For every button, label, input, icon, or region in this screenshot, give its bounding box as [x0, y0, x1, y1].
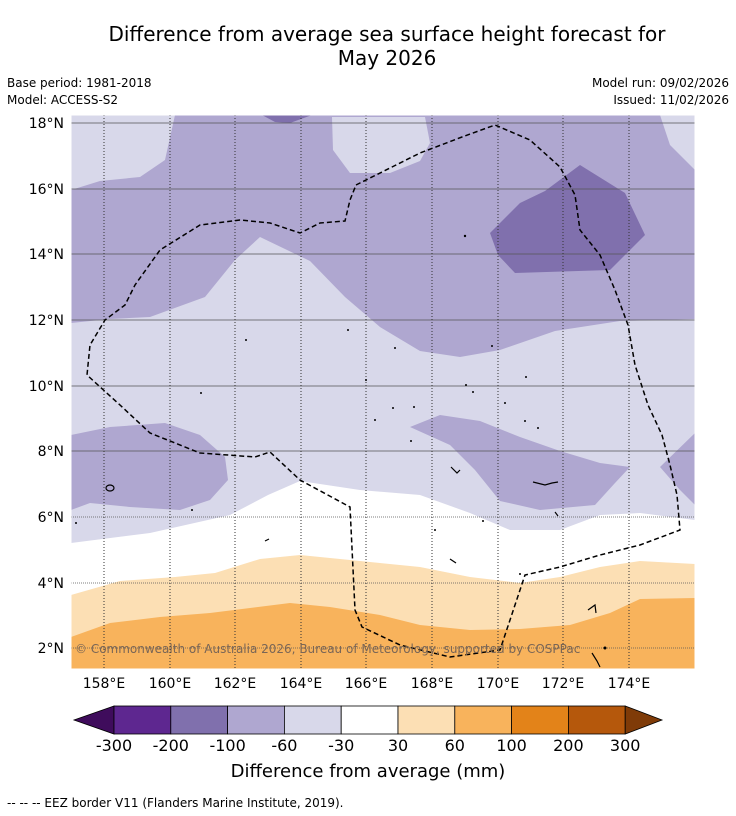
lon-label-166E: 166°E — [345, 676, 388, 692]
colorbar-swatch — [283, 705, 342, 735]
lon-label-162E: 162°E — [214, 676, 257, 692]
title-line-1: Difference from average sea surface heig… — [108, 22, 666, 46]
colorbar-arrow-high — [624, 705, 664, 735]
lon-label-164E: 164°E — [280, 676, 323, 692]
colorbar-swatch — [340, 705, 399, 735]
lat-label-16N: 16°N — [29, 182, 64, 198]
lon-label-168E: 168°E — [411, 676, 454, 692]
issued-date: Issued: 11/02/2026 — [613, 93, 729, 107]
longitude-labels: 158°E 160°E 162°E 164°E 166°E 168°E 170°… — [83, 676, 651, 692]
colorbar-swatches — [72, 705, 664, 735]
model-run: Model run: 09/02/2026 — [591, 76, 729, 90]
islands — [105, 466, 601, 668]
anomaly-field — [71, 115, 695, 669]
colorbar-tick-label: -30 — [328, 736, 354, 755]
colorbar-tick-label: -300 — [96, 736, 132, 755]
lat-label-4N: 4°N — [38, 576, 64, 592]
map-title: Difference from average sea surface heig… — [0, 22, 736, 70]
lat-label-6N: 6°N — [38, 510, 64, 526]
metadata-left: Base period: 1981-2018 Model: ACCESS-S2 — [7, 75, 152, 109]
atolls — [75, 234, 607, 650]
colorbar-arrow-low — [72, 705, 115, 735]
lat-label-12N: 12°N — [29, 313, 64, 329]
lat-label-2N: 2°N — [38, 641, 64, 657]
colorbar-swatch — [170, 705, 229, 735]
colorbar-swatch — [113, 705, 172, 735]
title-line-2: May 2026 — [337, 46, 437, 70]
meridians — [103, 115, 630, 669]
base-period: Base period: 1981-2018 — [7, 76, 152, 90]
colorbar-tick-label: -100 — [209, 736, 245, 755]
lat-label-10N: 10°N — [29, 379, 64, 395]
sea-level-map: © Commonwealth of Australia 2026, Bureau… — [29, 114, 696, 692]
metadata-right: Model run: 09/02/2026 Issued: 11/02/2026 — [592, 75, 729, 109]
colorbar-swatch — [454, 705, 512, 735]
lon-label-172E: 172°E — [542, 676, 585, 692]
lon-label-174E: 174°E — [608, 676, 651, 692]
colorbar-tick-label: 300 — [610, 736, 641, 755]
colorbar-swatch — [568, 705, 626, 735]
lat-label-8N: 8°N — [38, 444, 64, 460]
lon-label-158E: 158°E — [83, 676, 126, 692]
lat-label-18N: 18°N — [29, 116, 64, 132]
lon-label-170E: 170°E — [477, 676, 520, 692]
model-name: Model: ACCESS-S2 — [7, 93, 119, 107]
graticule — [71, 122, 695, 649]
colorbar-swatch — [227, 705, 285, 735]
colorbar-tick-label: -200 — [153, 736, 189, 755]
lat-label-14N: 14°N — [29, 247, 64, 263]
colorbar: -300 -200 -100 -60 -30 30 60 100 200 300 — [72, 705, 664, 755]
colorbar-label: Difference from average (mm) — [230, 761, 506, 782]
copyright-notice: © Commonwealth of Australia 2026, Bureau… — [75, 642, 580, 656]
colorbar-ticks: -300 -200 -100 -60 -30 30 60 100 200 300 — [96, 736, 641, 755]
colorbar-tick-label: 30 — [388, 736, 408, 755]
colorbar-tick-label: 60 — [445, 736, 465, 755]
colorbar-tick-label: 100 — [496, 736, 527, 755]
colorbar-tick-label: -60 — [271, 736, 297, 755]
eez-footnote: -- -- -- EEZ border V11 (Flanders Marine… — [7, 796, 344, 810]
lon-label-160E: 160°E — [149, 676, 192, 692]
latitude-labels: 18°N 16°N 14°N 12°N 10°N 8°N 6°N 4°N 2°N — [29, 116, 64, 657]
colorbar-swatch — [397, 705, 456, 735]
colorbar-tick-label: 200 — [553, 736, 584, 755]
colorbar-swatch — [511, 705, 569, 735]
